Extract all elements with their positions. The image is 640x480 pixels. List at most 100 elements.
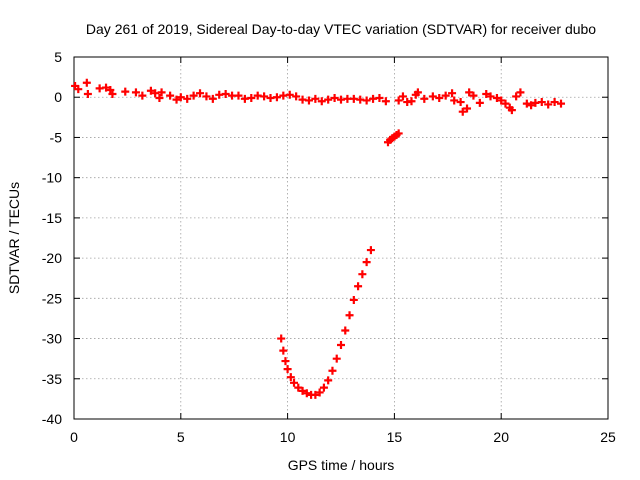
data-point <box>366 246 375 255</box>
data-point <box>304 96 313 105</box>
data-point <box>285 90 294 99</box>
data-point <box>315 388 324 397</box>
data-point <box>544 100 553 109</box>
data-point <box>234 91 243 100</box>
data-point <box>550 98 559 107</box>
data-point <box>221 90 230 99</box>
data-point <box>522 99 531 108</box>
y-tick-labels: 5 0 -5 -10 -15 -20 -25 -30 -35 -40 <box>42 49 62 427</box>
data-point <box>492 94 501 103</box>
data-point <box>155 94 164 103</box>
y-tick-label: -15 <box>42 210 62 226</box>
data-point <box>260 92 269 101</box>
data-point <box>311 390 320 399</box>
data-point <box>272 93 281 102</box>
x-tick-label: 0 <box>70 429 78 445</box>
data-point <box>102 83 111 92</box>
data-point <box>138 91 147 100</box>
data-point <box>292 92 301 101</box>
x-tick-label: 10 <box>280 429 296 445</box>
data-point <box>83 90 92 99</box>
data-point <box>394 129 403 138</box>
data-point <box>362 96 371 105</box>
data-point <box>398 92 407 101</box>
data-point <box>183 94 192 103</box>
data-point <box>354 282 363 291</box>
data-point <box>131 88 140 97</box>
data-point <box>501 99 510 108</box>
data-point <box>189 91 198 100</box>
x-tick-label: 15 <box>387 429 403 445</box>
data-point <box>465 88 474 97</box>
data-point <box>202 92 211 101</box>
data-point <box>458 107 467 116</box>
data-point <box>428 92 437 101</box>
data-point <box>166 91 175 100</box>
data-point <box>486 92 495 101</box>
data-point <box>420 94 429 103</box>
data-point <box>435 94 444 103</box>
data-point <box>394 96 403 105</box>
data-point <box>527 101 536 110</box>
data-point <box>332 354 341 363</box>
data-point <box>324 95 333 104</box>
data-point <box>283 365 292 374</box>
plot-frame <box>73 56 609 420</box>
y-tick-label: -10 <box>42 170 62 186</box>
data-point <box>456 98 465 107</box>
y-tick-label: -5 <box>50 129 63 145</box>
data-point <box>277 334 286 343</box>
data-point <box>317 97 326 106</box>
data-point <box>290 378 299 387</box>
data-point <box>512 92 521 101</box>
data-point <box>279 346 288 355</box>
x-tick-labels: 0 5 10 15 20 25 <box>70 429 616 445</box>
x-tick-label: 25 <box>600 429 616 445</box>
data-point <box>407 97 416 106</box>
data-point <box>281 357 290 366</box>
axis-ticks <box>73 56 609 420</box>
series-group <box>277 246 375 399</box>
series-group <box>383 129 403 147</box>
data-point <box>121 87 130 96</box>
data-point <box>82 78 91 87</box>
y-tick-label: 5 <box>54 49 62 65</box>
data-point <box>362 258 371 267</box>
data-point <box>302 389 311 398</box>
data-point <box>450 96 459 105</box>
data-point <box>337 340 345 349</box>
data-point <box>349 295 358 304</box>
data-point <box>448 89 457 98</box>
data-point <box>286 373 295 382</box>
data-point <box>106 85 115 94</box>
chart-title: Day 261 of 2019, Sidereal Day-to-day VTE… <box>86 21 596 37</box>
data-point <box>108 90 117 99</box>
data-point <box>294 383 303 392</box>
data-point <box>441 91 450 100</box>
data-point <box>172 95 181 104</box>
y-axis-title: SDTVAR / TECUs <box>6 182 22 294</box>
data-point <box>330 94 339 103</box>
y-tick-label: 0 <box>54 89 62 105</box>
data-point <box>298 386 307 395</box>
data-point <box>157 88 166 97</box>
data-point <box>482 90 491 99</box>
data-point <box>74 85 83 94</box>
data-marks <box>71 78 566 399</box>
data-point <box>324 376 333 385</box>
data-point <box>358 270 367 279</box>
data-point <box>507 106 516 115</box>
x-axis-title: GPS time / hours <box>288 457 395 473</box>
series-group <box>71 78 566 116</box>
data-point <box>516 88 525 97</box>
data-point <box>345 311 354 320</box>
data-point <box>463 104 472 113</box>
grid-lines <box>74 57 608 419</box>
data-point <box>537 98 546 107</box>
x-tick-label: 20 <box>493 429 509 445</box>
y-tick-label: -40 <box>42 411 62 427</box>
data-point <box>341 326 350 335</box>
x-tick-label: 5 <box>177 429 185 445</box>
data-point <box>557 99 566 108</box>
